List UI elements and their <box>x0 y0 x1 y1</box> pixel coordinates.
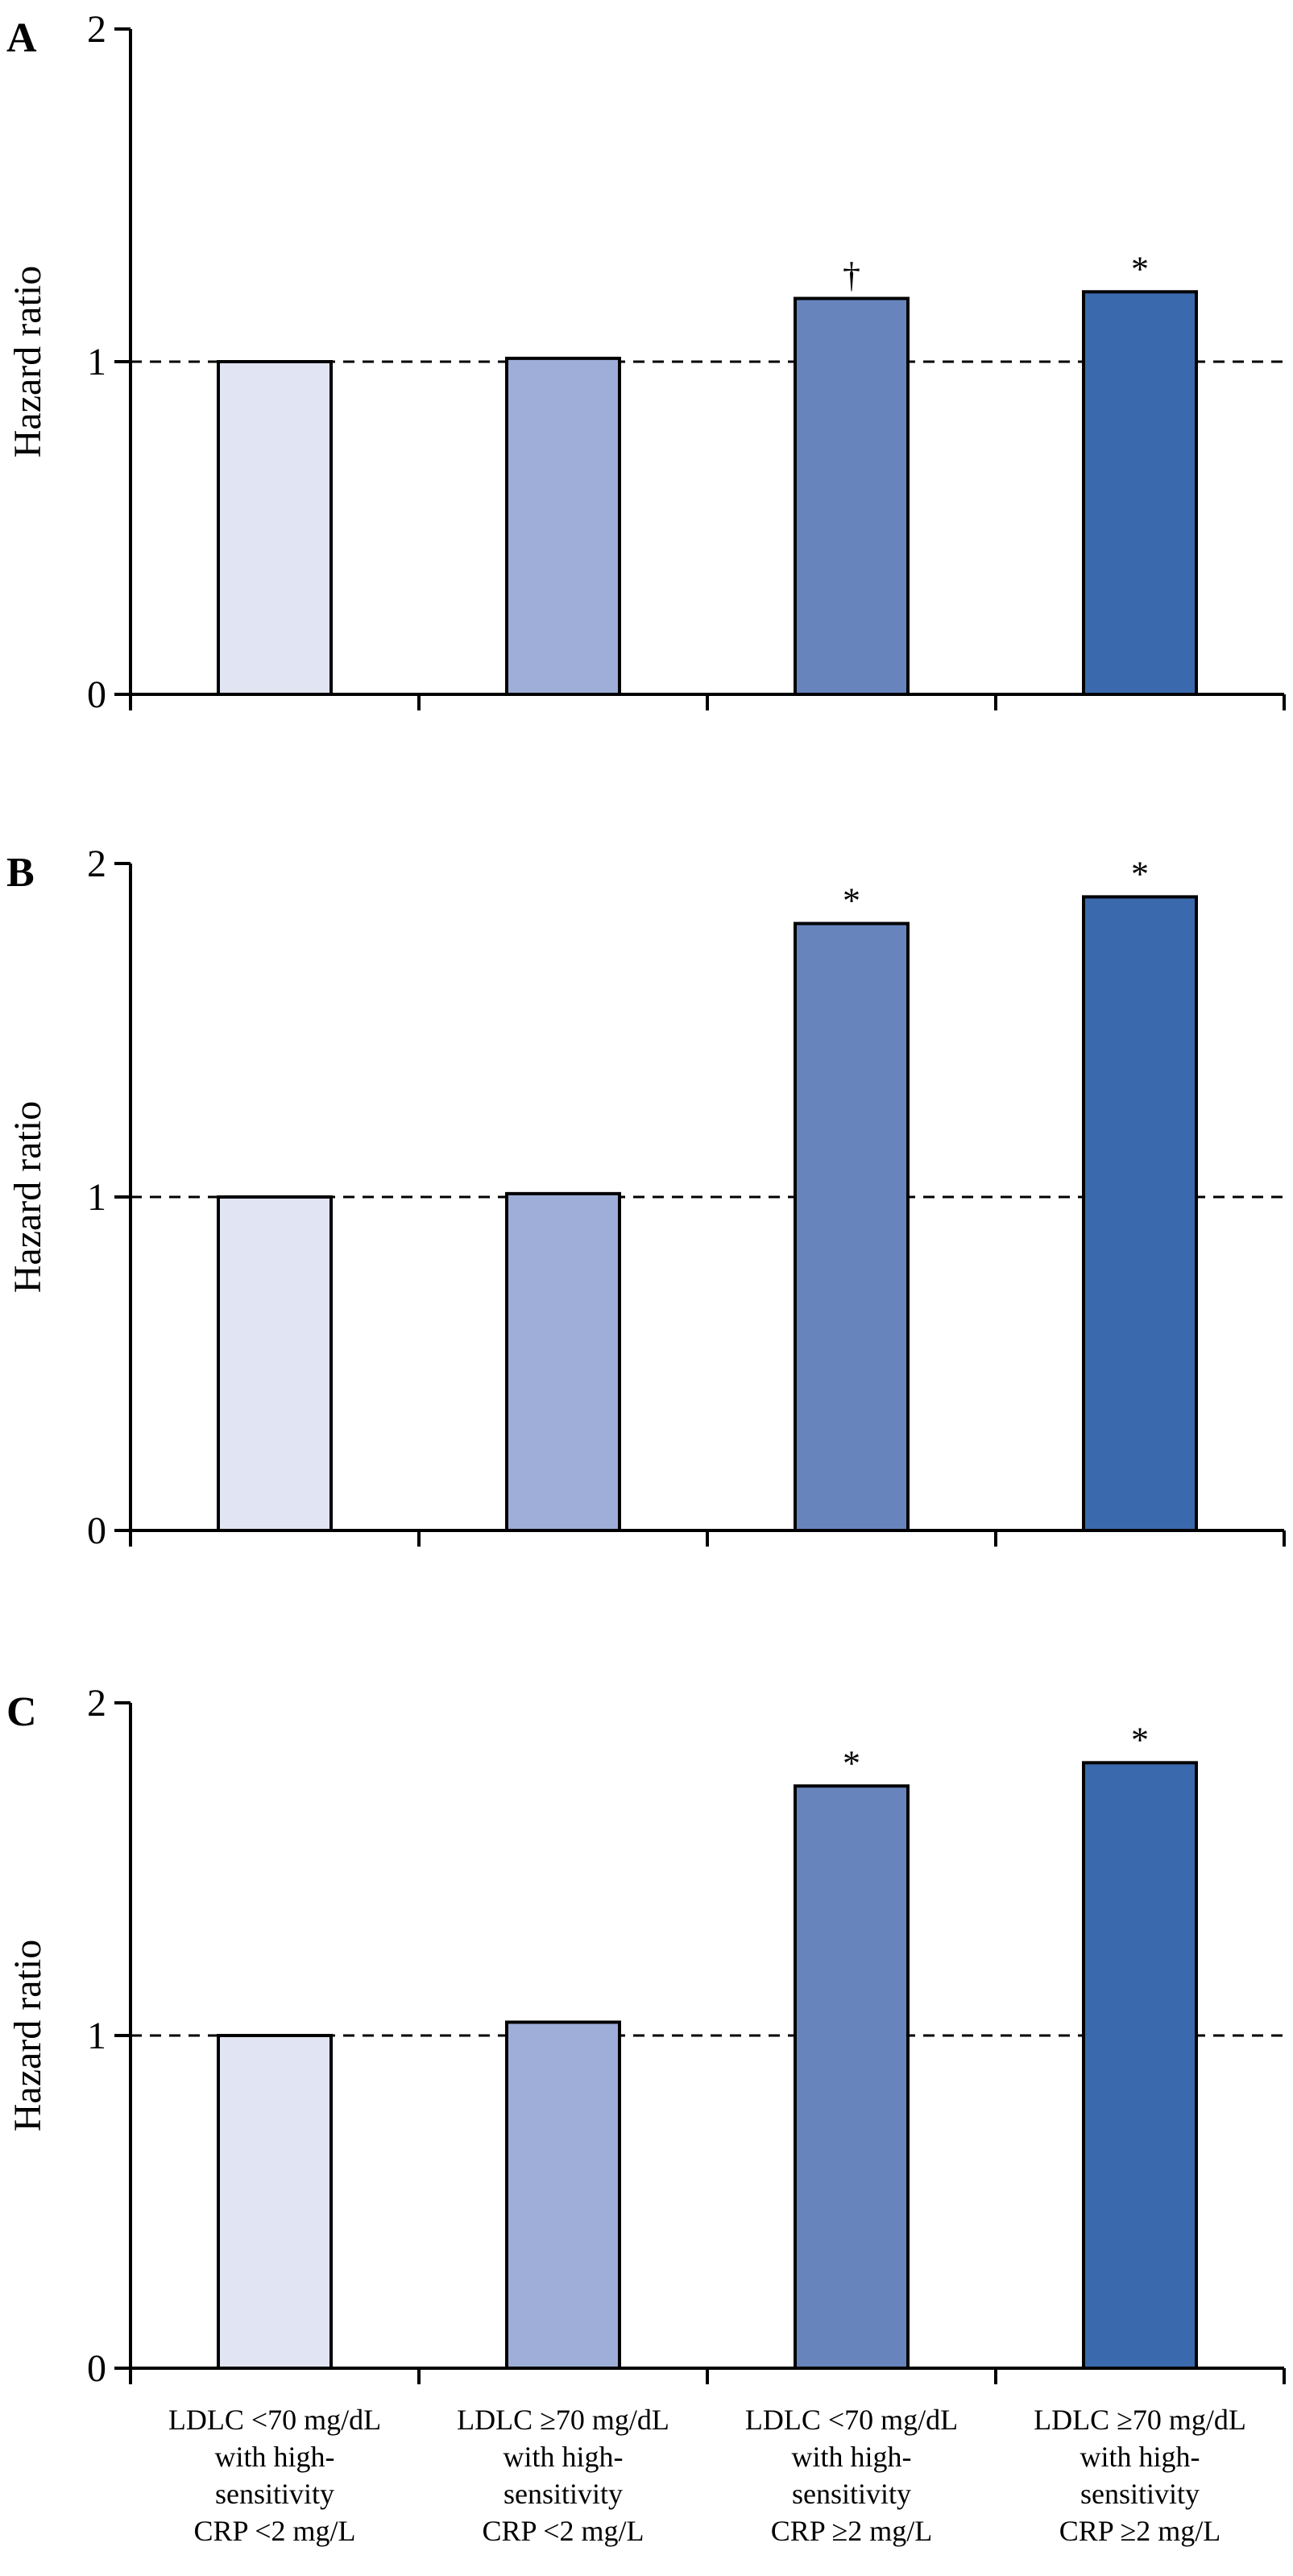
y-tick-label: 2 <box>87 1682 106 1725</box>
x-category-label-line: with high- <box>504 2441 624 2473</box>
x-category-label-line: LDLC <70 mg/dL <box>745 2404 958 2436</box>
y-tick-label: 0 <box>87 673 106 716</box>
x-category-label: LDLC ≥70 mg/dL with high-sensitivity CRP <… <box>457 2404 669 2547</box>
x-category-label: LDLC <70 mg/dL with high-sensitivity CRP ≥… <box>745 2404 958 2547</box>
x-category-label-line: CRP <2 mg/L <box>482 2515 644 2547</box>
y-tick-label: 0 <box>87 1510 106 1552</box>
x-category-label-line: LDLC ≥70 mg/dL <box>1034 2404 1246 2436</box>
x-category-label-line: sensitivity <box>1080 2478 1200 2510</box>
bar <box>217 2034 333 2370</box>
y-tick-label: 1 <box>87 2015 106 2057</box>
y-tick-label: 1 <box>87 1176 106 1219</box>
x-category-label-line: CRP ≥2 mg/L <box>1059 2515 1220 2547</box>
x-category-label-line: with high- <box>215 2441 335 2473</box>
bar <box>217 1195 333 1532</box>
bar <box>505 1191 621 1532</box>
significance-marker: * <box>1131 1720 1149 1759</box>
bar <box>1082 1761 1198 2371</box>
y-tick-label: 0 <box>87 2347 106 2390</box>
significance-marker: * <box>843 1743 860 1783</box>
y-tick-label: 2 <box>87 843 106 885</box>
panel-c: C Hazard ratio 0 1 2 * * LDLC <70 mg/dL with hig… <box>6 1682 1286 2547</box>
panel-letter: B <box>6 850 35 896</box>
y-tick-label: 1 <box>87 341 106 383</box>
x-category-label-line: sensitivity <box>215 2478 334 2510</box>
y-axis-label: Hazard ratio <box>6 1940 49 2132</box>
significance-marker: * <box>843 881 860 921</box>
bar <box>505 356 621 696</box>
panel-b: B Hazard ratio 0 1 2 * * <box>6 843 1286 1552</box>
bar <box>794 1784 910 2370</box>
bar <box>794 921 910 1532</box>
x-category-label-line: LDLC ≥70 mg/dL <box>457 2404 669 2436</box>
bar <box>794 296 910 696</box>
y-axis-label: Hazard ratio <box>6 1101 49 1294</box>
panel-letter: C <box>6 1689 37 1735</box>
x-category-label: LDLC ≥70 mg/dL with high-sensitivity CRP ≥… <box>1034 2404 1246 2547</box>
panel-letter: A <box>6 15 37 61</box>
bar <box>1082 895 1198 1532</box>
x-category-label-line: CRP <2 mg/L <box>193 2515 355 2547</box>
x-category-label: LDLC <70 mg/dL with high-sensitivity CRP <… <box>168 2404 381 2547</box>
x-category-label-line: with high- <box>792 2441 912 2473</box>
significance-marker: * <box>1131 854 1149 893</box>
x-category-label-line: LDLC <70 mg/dL <box>168 2404 381 2436</box>
bar <box>1082 290 1198 696</box>
x-category-label-line: CRP ≥2 mg/L <box>771 2515 932 2547</box>
x-category-label-line: sensitivity <box>792 2478 911 2510</box>
x-category-label-line: with high- <box>1080 2441 1200 2473</box>
panel-a: A Hazard ratio 0 1 2 † * <box>6 8 1286 716</box>
x-category-label-line: sensitivity <box>504 2478 623 2510</box>
y-tick-label: 2 <box>87 8 106 51</box>
bar <box>217 360 333 696</box>
y-axis-label: Hazard ratio <box>6 266 49 458</box>
significance-marker: * <box>1131 249 1149 288</box>
bar <box>505 2020 621 2370</box>
significance-marker: † <box>843 256 860 296</box>
